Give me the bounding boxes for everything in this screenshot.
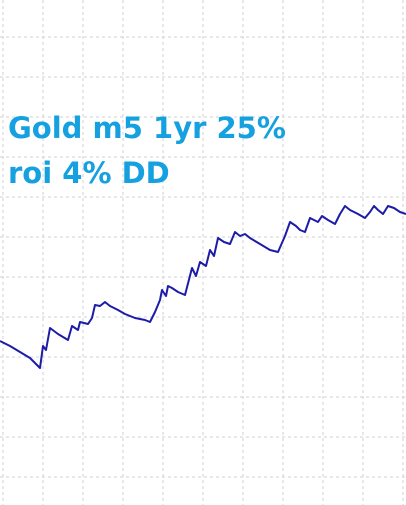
equity-line <box>0 205 406 369</box>
annotation: Gold m5 1yr 25% <box>8 111 286 145</box>
annotation: roi 4% DD <box>8 156 170 190</box>
